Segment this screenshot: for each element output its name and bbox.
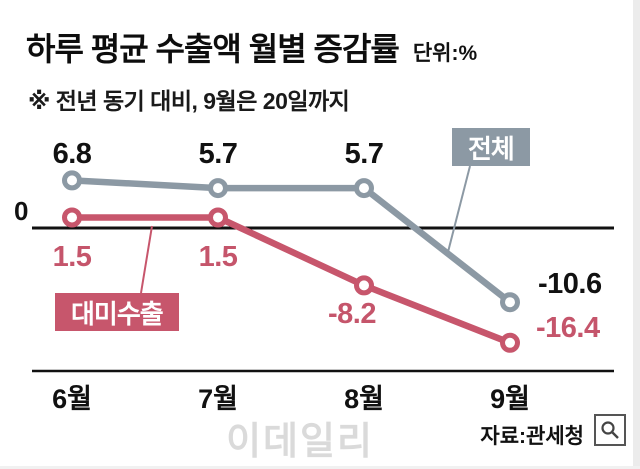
point-label-total-aug: 5.7 xyxy=(344,138,384,170)
unit-label: 단위:% xyxy=(412,42,478,65)
series-line-1 xyxy=(72,214,512,346)
x-tick-jul: 7월 xyxy=(198,384,238,414)
data-point xyxy=(354,275,374,296)
point-label-us-jul: 1.5 xyxy=(198,241,238,273)
data-point xyxy=(500,332,520,353)
magnifier-icon xyxy=(601,421,619,439)
data-point xyxy=(500,292,520,313)
page-edge-bottom xyxy=(0,466,640,469)
data-point xyxy=(208,207,228,228)
legend-badge-total: 전체 xyxy=(452,128,530,166)
data-point xyxy=(62,170,82,191)
point-label-us-jun: 1.5 xyxy=(52,241,92,273)
data-point xyxy=(354,178,374,199)
source-credit: 자료:관세청 xyxy=(480,425,584,448)
series-line-0 xyxy=(71,177,513,305)
zoom-button[interactable] xyxy=(594,414,626,446)
point-label-us-sep: -16.4 xyxy=(536,312,600,344)
header: 하루 평균 수출액 월별 증감률 단위:% xyxy=(26,24,477,70)
watermark: 이데일리 xyxy=(226,421,374,463)
data-point xyxy=(208,178,228,199)
legend-pointer-total xyxy=(447,165,471,253)
chart-subtitle: ※ 전년 동기 대비, 9월은 20일까지 xyxy=(28,88,350,114)
x-tick-sep: 9월 xyxy=(490,384,530,414)
point-label-total-jun: 6.8 xyxy=(52,138,92,170)
data-point xyxy=(62,207,82,228)
page-edge-right xyxy=(633,0,640,469)
zero-tick-label: 0 xyxy=(14,196,29,226)
point-label-total-sep: -10.6 xyxy=(538,268,602,300)
legend-pointer-us xyxy=(140,225,153,294)
page-title: 하루 평균 수출액 월별 증감률 xyxy=(26,31,400,67)
point-label-total-jul: 5.7 xyxy=(198,138,238,170)
x-tick-aug: 8월 xyxy=(344,384,384,414)
x-tick-jun: 6월 xyxy=(52,384,92,414)
legend-badge-us-export: 대미수출 xyxy=(55,293,179,331)
point-label-us-aug: -8.2 xyxy=(328,298,376,330)
